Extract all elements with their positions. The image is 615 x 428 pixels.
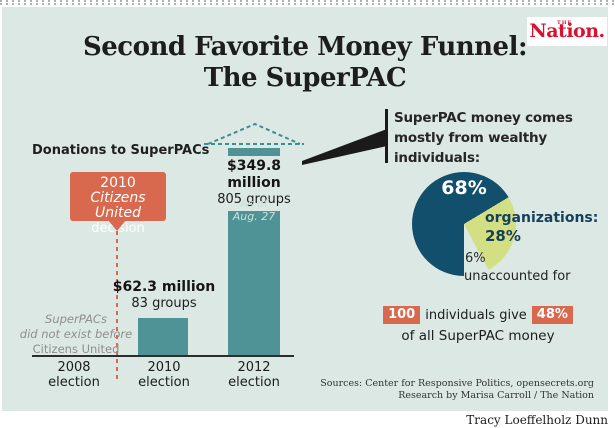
x-label-2010: 2010 election: [114, 360, 214, 390]
pie-label-individuals: 68%: [441, 177, 487, 199]
x-label-2012-word: election: [228, 375, 280, 390]
citizens-united-callout: 2010 Citizens United decision: [70, 172, 166, 236]
pie-label-unaccounted: unaccounted for: [464, 269, 571, 284]
note-line1: SuperPACs: [45, 312, 107, 326]
bar-2012-labels: $349.8 million 805 groups: [202, 156, 306, 211]
fact-count-badge: 100: [383, 306, 421, 324]
bar-2012-value: $349.8 million: [226, 158, 282, 191]
page-title: Second Favorite Money Funnel: The SuperP…: [2, 32, 608, 94]
nation-logo: THE Nation.: [527, 17, 607, 46]
pie-heading-line1: SuperPAC money comes: [394, 110, 573, 126]
x-label-2012: 2012 election: [204, 360, 304, 390]
fact-line1: 100 individuals give 48%: [380, 306, 576, 324]
pie-heading-line3: individuals:: [394, 150, 481, 166]
perforation-dots-bottom: [0, 3, 615, 5]
asof-line2: Aug. 27: [232, 210, 276, 223]
x-label-2008: 2008 election: [24, 360, 124, 390]
pie-label-organizations: organizations:: [485, 210, 599, 226]
sources-note: Sources: Center for Responsive Politics,…: [320, 378, 594, 401]
x-label-2008-year: 2008: [57, 360, 91, 375]
bar-2010-value: $62.3 million: [112, 279, 216, 295]
note-line2: did not exist before: [19, 327, 133, 341]
citizens-united-dashed-line: [116, 231, 118, 379]
fact-line2: of all SuperPAC money: [401, 328, 555, 344]
x-label-2008-word: election: [48, 375, 100, 390]
bar-chart-title: Donations to SuperPACs: [32, 143, 210, 158]
bar-2012-asof-note: As of Aug. 27: [224, 197, 284, 223]
fact-pct-badge: 48%: [531, 306, 573, 324]
nation-logo-wordmark: Nation.: [529, 20, 605, 42]
fact-middle-text: individuals give: [425, 307, 527, 323]
page-title-line1: Second Favorite Money Funnel:: [82, 32, 528, 62]
x-axis-line: [32, 355, 294, 357]
growth-arrow-icon: [204, 122, 304, 145]
callout-year: 2010: [100, 175, 136, 191]
callout-pointer: [108, 220, 126, 231]
bar-2010-labels: $62.3 million 83 groups: [102, 279, 226, 312]
pie-chart-heading: SuperPAC money comes mostly from wealthy…: [394, 108, 573, 168]
note-line3: Citizens United: [32, 342, 120, 356]
x-label-2012-year: 2012: [237, 360, 271, 375]
pie-label-unaccounted-pct: 6%: [465, 251, 486, 266]
designer-credit: Tracy Loeffelholz Dunn: [466, 413, 608, 427]
pie-heading-line2: mostly from wealthy: [394, 130, 547, 146]
pre-2010-note: SuperPACs did not exist before Citizens …: [10, 312, 142, 357]
bar-2010-groups: 83 groups: [131, 296, 197, 311]
sources-line2: Research by Marisa Carroll / The Nation: [398, 389, 594, 401]
asof-line1: As of: [240, 197, 268, 210]
heading-rule: [385, 109, 388, 163]
connector-pointer-icon: [302, 129, 387, 165]
bar-2012-groups: 805 groups: [217, 192, 291, 207]
callout-case-name: Citizens United: [90, 190, 146, 221]
bar-2010: [138, 318, 188, 355]
page-title-line2: The SuperPAC: [203, 63, 407, 93]
infographic-panel: THE Nation. Second Favorite Money Funnel…: [2, 7, 608, 411]
sources-line1: Sources: Center for Responsive Politics,…: [320, 378, 594, 389]
x-label-2010-year: 2010: [147, 360, 181, 375]
nation-logo-the: THE: [557, 20, 573, 26]
perforation-dots-top: [0, 0, 615, 2]
pie-label-organizations-pct: 28%: [485, 227, 521, 245]
x-label-2010-word: election: [138, 375, 190, 390]
pie-chart: [412, 172, 516, 276]
